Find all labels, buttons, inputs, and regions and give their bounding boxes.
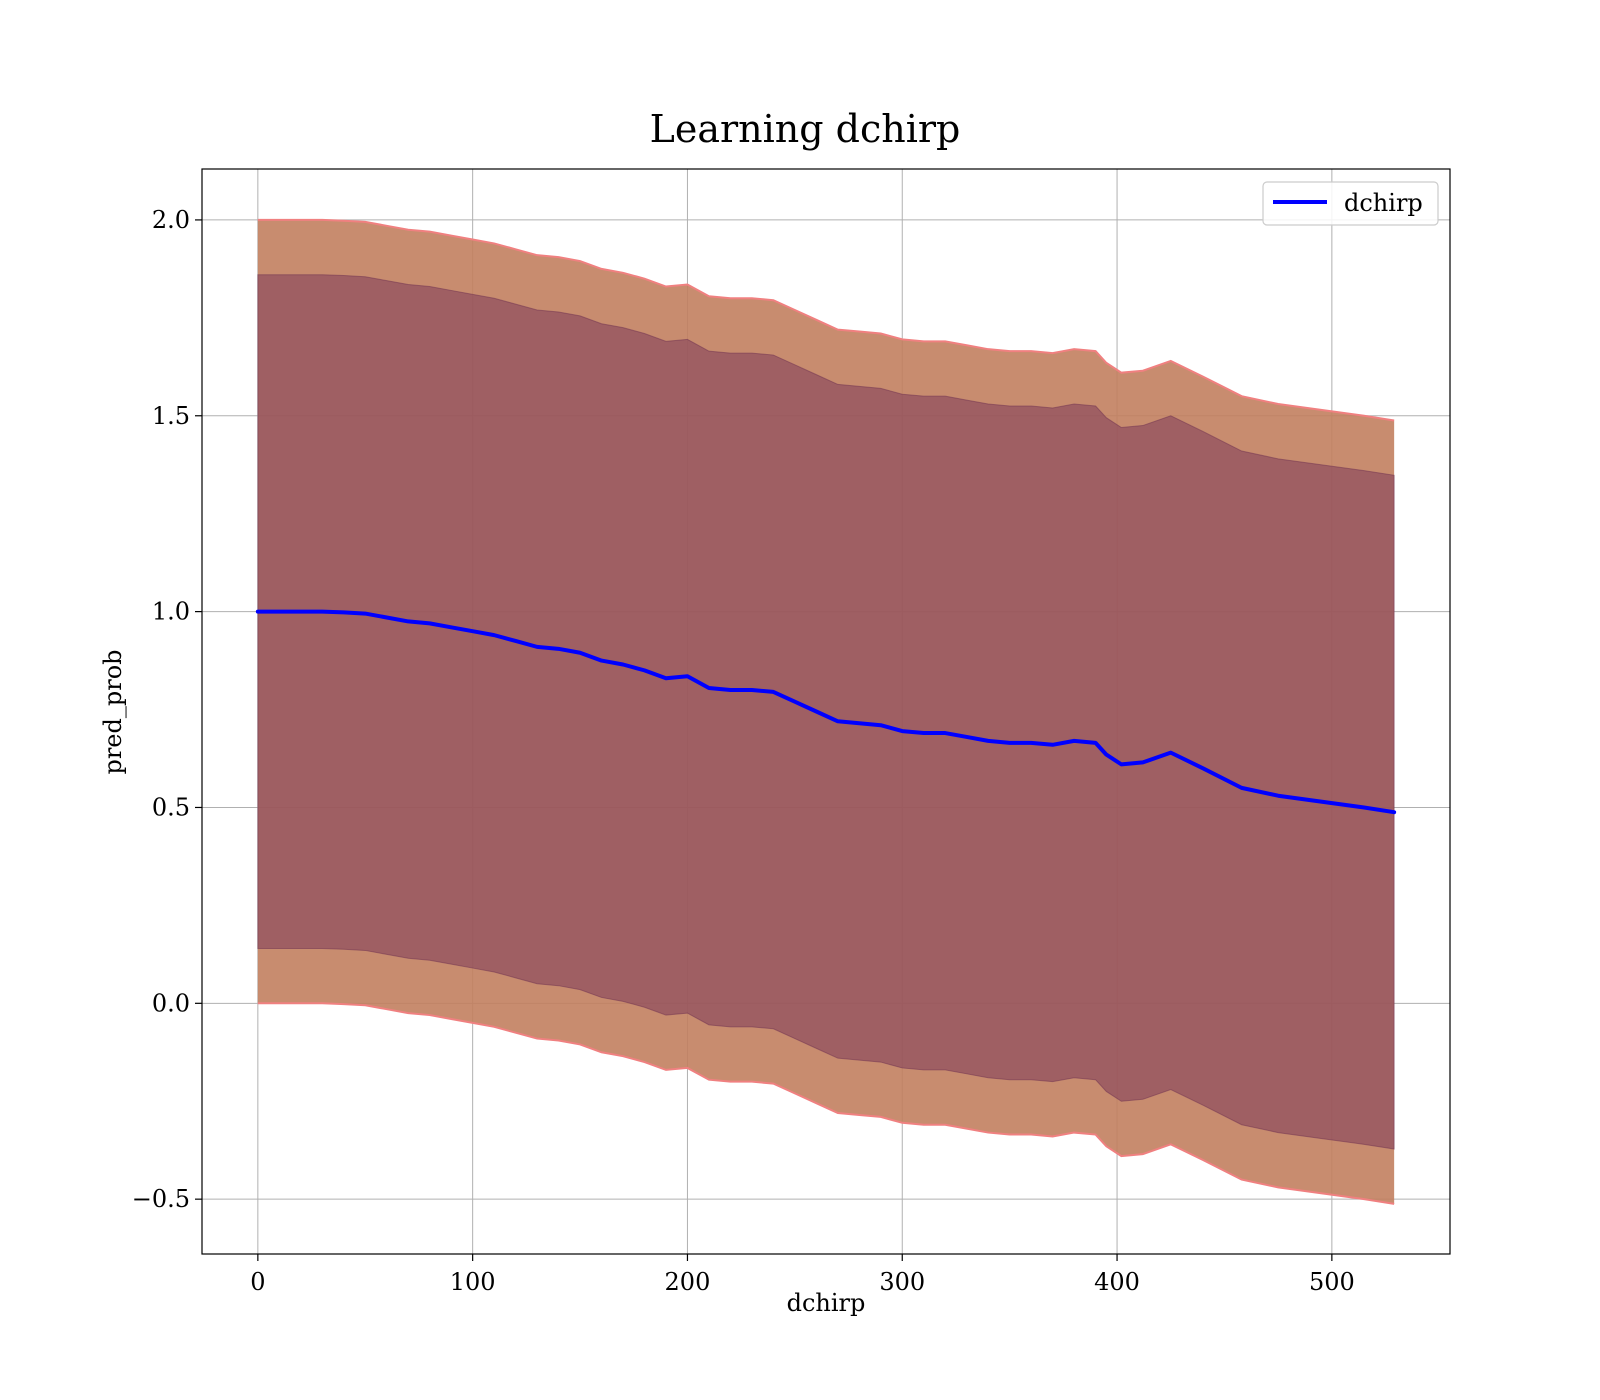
outer-band-lower-edge <box>257 1002 1395 1205</box>
x-tick-label: 0 <box>250 1268 265 1296</box>
outer-band-upper-edge <box>257 218 1395 422</box>
y-tick-label: 2.0 <box>152 206 190 234</box>
x-axis-label: dchirp <box>787 1289 866 1317</box>
chart-title: Learning dchirp <box>650 107 961 151</box>
series-line-dchirp <box>255 609 1397 815</box>
line-layer <box>255 609 1397 815</box>
band-layer <box>257 218 1395 1205</box>
y-tick-label: 0.0 <box>152 989 190 1017</box>
plot-frame <box>201 168 1451 1255</box>
plot-area <box>201 168 1451 1255</box>
legend: dchirp <box>1262 181 1439 226</box>
legend-box <box>1262 181 1439 226</box>
y-axis: −0.5 0.0 0.5 1.0 1.5 2.0 <box>132 206 202 1213</box>
x-tick-label: 500 <box>1309 1268 1355 1296</box>
x-tick-label: 400 <box>1094 1268 1140 1296</box>
x-axis: 0 100 200 300 400 500 <box>250 1254 1355 1296</box>
y-tick-label: −0.5 <box>132 1185 190 1213</box>
y-tick-label: 1.0 <box>152 598 190 626</box>
y-tick-label: 1.5 <box>152 402 190 430</box>
y-axis-label: pred_prob <box>99 649 127 774</box>
y-tick-label: 0.5 <box>152 793 190 821</box>
x-tick-label: 100 <box>450 1268 496 1296</box>
x-tick-label: 300 <box>879 1268 925 1296</box>
x-tick-label: 200 <box>665 1268 711 1296</box>
inner-band-area <box>257 274 1395 1150</box>
legend-label: dchirp <box>1344 189 1423 217</box>
